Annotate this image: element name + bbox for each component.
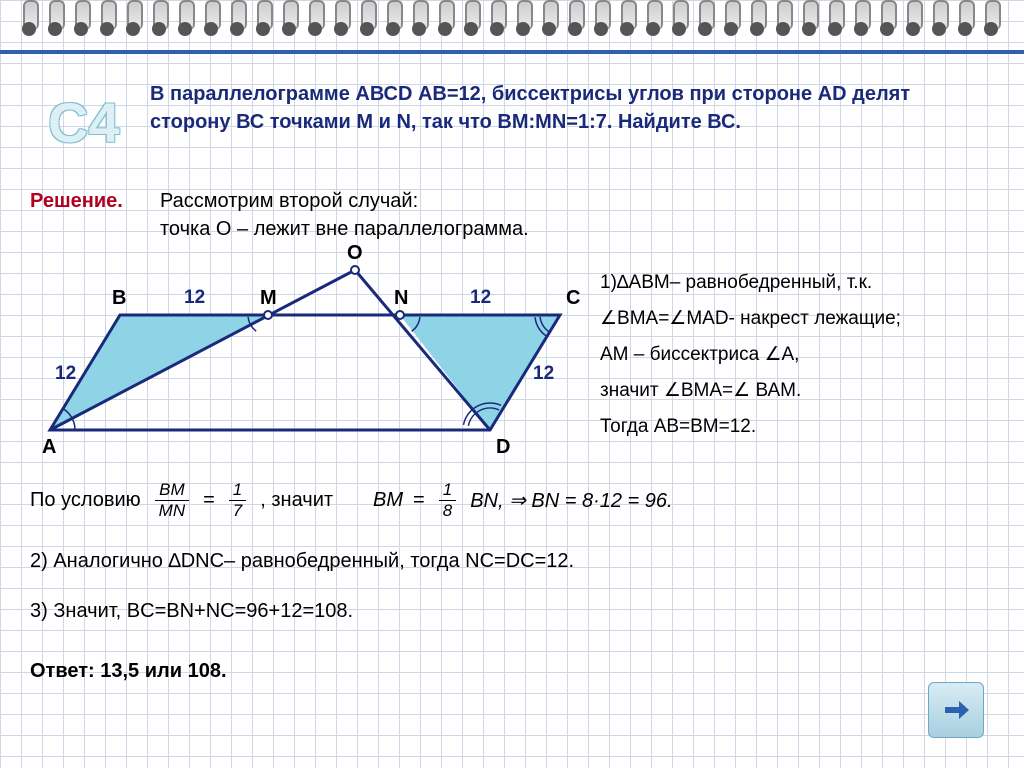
fraction-1-8: 1 8 [439,480,456,521]
header-line [0,50,1024,54]
next-button[interactable] [928,682,984,738]
proof-line-3: АМ – биссектриса ∠А, [600,337,1004,373]
point-label-N: N [394,287,408,310]
task-number: С4 [48,90,120,155]
point-label-C: C [566,287,580,310]
length-label-1: 12 [184,287,205,309]
condition-row: По условию BM MN = 1 7 , значит BM = 1 8… [30,480,673,521]
fraction-1-7: 1 7 [229,480,246,521]
case-line-2: точка О – лежит вне параллелограмма. [160,218,529,241]
point-label-B: B [112,287,126,310]
length-label-2: 12 [470,287,491,309]
condition-mid: , значит [260,489,333,512]
point-label-O: O [347,242,363,265]
point-label-A: A [42,436,56,459]
condition-prefix: По условию [30,489,141,512]
point-label-M: M [260,287,277,310]
problem-statement: В параллелограмме АВСD АВ=12, биссектрис… [150,80,984,136]
proof-line-4: значит ∠ВМА=∠ ВАМ. [600,373,1004,409]
point-label-D: D [496,436,510,459]
arrow-right-icon [941,695,971,725]
step-4: 3) Значит, BC=BN+NC=96+12=108. [30,600,353,623]
page-content: С4 В параллелограмме АВСD АВ=12, биссект… [20,60,1004,758]
solution-label: Решение. [30,190,123,213]
proof-line-1: 1)∆AВМ– равнобедренный, т.к. [600,265,1004,301]
geometry-diagram: ABCDMNO 12121212 [30,260,590,460]
step-3: 2) Аналогично ∆DNC– равнобедренный, тогд… [30,550,574,573]
proof-line-5: Тогда АВ=BM=12. [600,409,1004,445]
proof-block: 1)∆AВМ– равнобедренный, т.к. ∠ВМА=∠МАD- … [600,265,1004,445]
proof-line-2: ∠ВМА=∠МАD- накрест лежащие; [600,301,1004,337]
case-line-1: Рассмотрим второй случай: [160,190,418,213]
length-label-0: 12 [55,363,76,385]
condition-result: BN, ⇒ BN = 8·12 = 96. [470,488,672,513]
length-label-3: 12 [533,363,554,385]
answer: Ответ: 13,5 или 108. [30,660,227,683]
fraction-bm-mn: BM MN [155,480,189,521]
